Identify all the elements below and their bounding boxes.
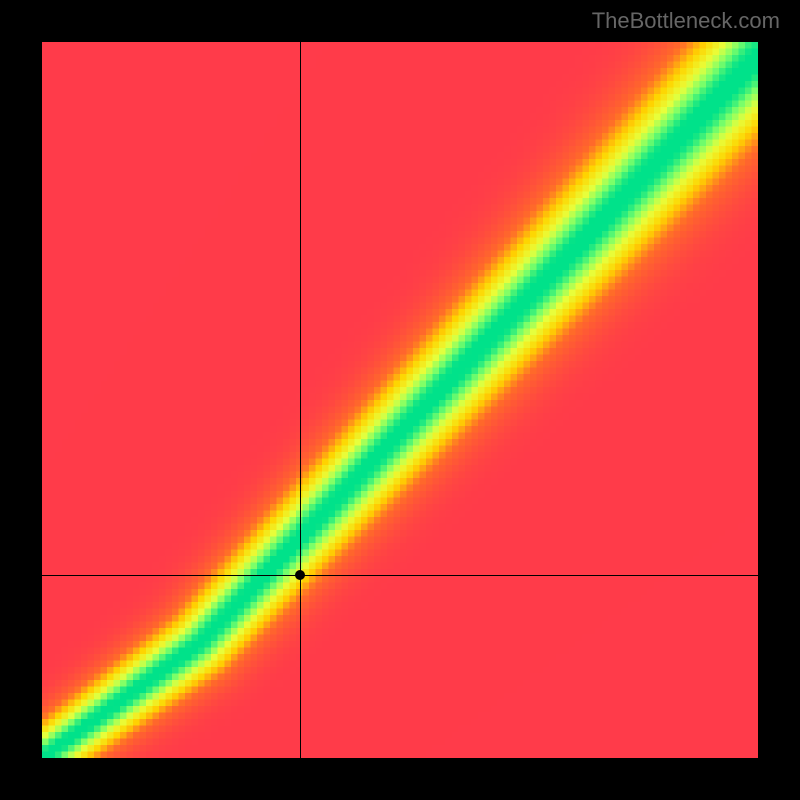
watermark-text: TheBottleneck.com bbox=[592, 8, 780, 34]
marker-point bbox=[295, 570, 305, 580]
crosshair-horizontal bbox=[42, 575, 758, 576]
heatmap-canvas bbox=[42, 42, 758, 758]
crosshair-vertical bbox=[300, 42, 301, 758]
chart-container: TheBottleneck.com bbox=[0, 0, 800, 800]
heatmap-plot bbox=[42, 42, 758, 758]
